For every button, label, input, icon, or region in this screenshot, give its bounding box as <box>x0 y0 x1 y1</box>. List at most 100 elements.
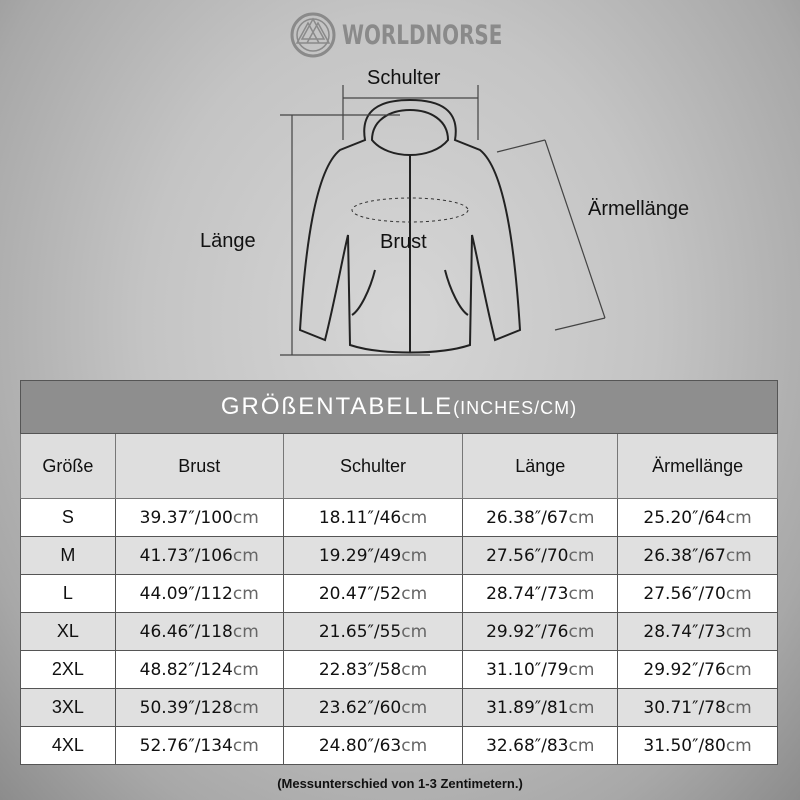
measurement-value: 29.92″/76 <box>643 659 726 680</box>
measurement-value: 28.74″/73 <box>643 621 726 642</box>
measurement-value: 22.83″/58 <box>318 659 402 680</box>
unit-label: cm <box>725 583 752 604</box>
measurement-value: 31.50″/80 <box>643 735 726 756</box>
valknut-logo-icon <box>290 12 336 58</box>
measurement-value: 39.37″/100 <box>139 507 233 528</box>
table-title: GRÖßENTABELLE(INCHES/CM) <box>20 380 778 434</box>
unit-label: cm <box>232 621 259 642</box>
unit-label: cm <box>568 621 595 642</box>
unit-label: cm <box>725 545 752 566</box>
measurement-value: 29.92″/76 <box>486 621 569 642</box>
unit-label: cm <box>401 735 428 756</box>
measurement-cell: 30.71″/78cm <box>617 688 778 727</box>
table-row: 3XL 50.39″/128cm 23.62″/60cm 31.89″/81cm 30.… <box>20 688 778 727</box>
header-length: Länge <box>462 433 619 499</box>
size-cell: XL <box>20 612 116 651</box>
measurement-cell: 32.68″/83cm <box>462 726 619 765</box>
unit-label: cm <box>401 659 428 680</box>
measurement-value: 26.38″/67 <box>486 507 569 528</box>
hoodie-outline <box>298 98 522 354</box>
measurement-cell: 52.76″/134cm <box>114 726 284 765</box>
unit-label: cm <box>568 583 595 604</box>
measurement-cell: 48.82″/124cm <box>114 650 284 689</box>
table-row: XL 46.46″/118cm 21.65″/55cm 29.92″/76cm 28.7… <box>20 612 778 651</box>
unit-label: cm <box>568 735 595 756</box>
measurement-value: 52.76″/134 <box>139 735 233 756</box>
measurement-note: (Messunterschied von 1-3 Zentimetern.) <box>277 776 523 791</box>
header-sleeve: Ärmellänge <box>617 433 778 499</box>
table-row: M 41.73″/106cm 19.29″/49cm 27.56″/70cm 26.38… <box>20 536 778 575</box>
unit-label: cm <box>232 735 259 756</box>
measurement-value: 27.56″/70 <box>643 583 726 604</box>
measurement-cell: 26.38″/67cm <box>617 536 778 575</box>
measurement-cell: 28.74″/73cm <box>617 612 778 651</box>
unit-label: cm <box>725 507 752 528</box>
brand-name: WORLDNORSE <box>342 19 503 51</box>
unit-label: cm <box>568 659 595 680</box>
header-shoulder: Schulter <box>282 433 464 499</box>
measurement-cell: 20.47″/52cm <box>282 574 464 613</box>
unit-label: cm <box>232 697 259 718</box>
measurement-cell: 22.83″/58cm <box>282 650 464 689</box>
unit-label: cm <box>401 545 428 566</box>
unit-label: cm <box>232 545 259 566</box>
unit-label: cm <box>401 507 428 528</box>
measurement-value: 32.68″/83 <box>486 735 569 756</box>
unit-label: cm <box>401 583 428 604</box>
measurement-cell: 26.38″/67cm <box>462 498 619 537</box>
measurement-cell: 24.80″/63cm <box>282 726 464 765</box>
measurement-value: 24.80″/63 <box>318 735 402 756</box>
header-size: Größe <box>20 433 116 499</box>
unit-label: cm <box>725 659 752 680</box>
length-label: Länge <box>200 230 256 252</box>
table-row: S 39.37″/100cm 18.11″/46cm 26.38″/67cm 25.20… <box>20 498 778 537</box>
size-cell: 4XL <box>20 726 116 765</box>
unit-label: cm <box>725 735 752 756</box>
size-cell: M <box>20 536 116 575</box>
measurement-cell: 31.89″/81cm <box>462 688 619 727</box>
measurement-value: 23.62″/60 <box>318 697 402 718</box>
measurement-value: 41.73″/106 <box>139 545 233 566</box>
measurement-value: 31.89″/81 <box>486 697 569 718</box>
brand-logo: WORLDNORSE <box>290 12 538 58</box>
unit-label: cm <box>568 507 595 528</box>
hoodie-diagram <box>280 85 606 356</box>
measurement-value: 28.74″/73 <box>486 583 569 604</box>
measurement-cell: 23.62″/60cm <box>282 688 464 727</box>
table-title-text: GRÖßENTABELLE <box>220 393 454 420</box>
header-chest: Brust <box>114 433 284 499</box>
measurement-cell: 41.73″/106cm <box>114 536 284 575</box>
measurement-cell: 44.09″/112cm <box>114 574 284 613</box>
measurement-value: 44.09″/112 <box>139 583 233 604</box>
measurement-cell: 50.39″/128cm <box>114 688 284 727</box>
table-row: 4XL 52.76″/134cm 24.80″/63cm 32.68″/83cm 31.… <box>20 726 778 765</box>
measurement-value: 18.11″/46 <box>318 507 402 528</box>
measurement-value: 26.38″/67 <box>643 545 726 566</box>
measurement-cell: 19.29″/49cm <box>282 536 464 575</box>
measurement-value: 25.20″/64 <box>643 507 726 528</box>
unit-label: cm <box>401 621 428 642</box>
measurement-cell: 29.92″/76cm <box>617 650 778 689</box>
size-cell: L <box>20 574 116 613</box>
unit-label: cm <box>568 697 595 718</box>
table-row: 2XL 48.82″/124cm 22.83″/58cm 31.10″/79cm 29.… <box>20 650 778 689</box>
table-title-unit: (INCHES/CM) <box>453 398 578 418</box>
measurement-cell: 39.37″/100cm <box>114 498 284 537</box>
size-cell: 2XL <box>20 650 116 689</box>
shoulder-label: Schulter <box>367 67 441 89</box>
unit-label: cm <box>232 507 259 528</box>
unit-label: cm <box>401 697 428 718</box>
measurement-value: 20.47″/52 <box>318 583 402 604</box>
table-row: L 44.09″/112cm 20.47″/52cm 28.74″/73cm 27.56… <box>20 574 778 613</box>
size-cell: 3XL <box>20 688 116 727</box>
measurement-value: 30.71″/78 <box>643 697 726 718</box>
measurement-value: 48.82″/124 <box>139 659 233 680</box>
size-table: GRÖßENTABELLE(INCHES/CM) Größe Brust Sch… <box>20 380 778 765</box>
chest-label: Brust <box>380 231 427 253</box>
measurement-value: 21.65″/55 <box>318 621 402 642</box>
measurement-cell: 21.65″/55cm <box>282 612 464 651</box>
measurement-value: 27.56″/70 <box>486 545 569 566</box>
measurement-cell: 31.50″/80cm <box>617 726 778 765</box>
unit-label: cm <box>725 621 752 642</box>
measurement-cell: 27.56″/70cm <box>617 574 778 613</box>
